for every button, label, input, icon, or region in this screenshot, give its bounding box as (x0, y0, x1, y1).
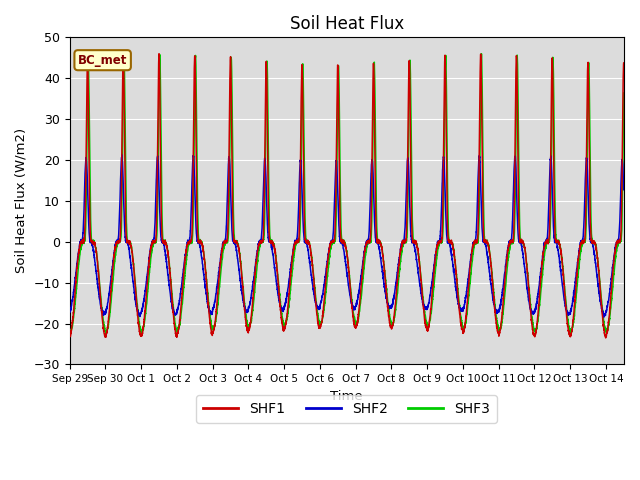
Y-axis label: Soil Heat Flux (W/m2): Soil Heat Flux (W/m2) (15, 128, 28, 274)
Legend: SHF1, SHF2, SHF3: SHF1, SHF2, SHF3 (196, 395, 497, 423)
X-axis label: Time: Time (330, 390, 363, 403)
Text: BC_met: BC_met (78, 54, 127, 67)
Title: Soil Heat Flux: Soil Heat Flux (289, 15, 404, 33)
